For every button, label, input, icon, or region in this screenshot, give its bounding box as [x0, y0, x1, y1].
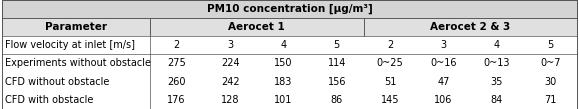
Bar: [203, 91, 256, 109]
Bar: [2, 54, 150, 72]
Bar: [470, 54, 523, 72]
Text: 106: 106: [434, 95, 453, 105]
Bar: [417, 72, 470, 91]
Bar: [256, 54, 310, 72]
Text: 4: 4: [494, 40, 500, 50]
Text: 114: 114: [328, 58, 346, 68]
Text: 0~25: 0~25: [377, 58, 404, 68]
Text: Aerocet 1: Aerocet 1: [228, 22, 285, 32]
Text: 150: 150: [274, 58, 293, 68]
Text: 71: 71: [544, 95, 556, 105]
Bar: [523, 54, 577, 72]
Text: 84: 84: [491, 95, 503, 105]
Text: Parameter: Parameter: [45, 22, 107, 32]
Bar: [364, 36, 417, 54]
Text: 2: 2: [174, 40, 180, 50]
Text: 47: 47: [437, 77, 450, 87]
Text: 145: 145: [381, 95, 400, 105]
Bar: [417, 91, 470, 109]
Text: 101: 101: [274, 95, 292, 105]
Text: 260: 260: [167, 77, 186, 87]
Text: 3: 3: [441, 40, 446, 50]
Text: Flow velocity at inlet [m/s]: Flow velocity at inlet [m/s]: [5, 40, 135, 50]
Bar: [2, 18, 150, 36]
Bar: [150, 54, 203, 72]
Text: Experiments without obstacle: Experiments without obstacle: [5, 58, 151, 68]
Text: 86: 86: [331, 95, 343, 105]
Text: 0~13: 0~13: [483, 58, 510, 68]
Bar: [470, 72, 523, 91]
Text: 3: 3: [227, 40, 233, 50]
Bar: [203, 54, 256, 72]
Bar: [256, 36, 310, 54]
Bar: [310, 72, 364, 91]
Text: 5: 5: [547, 40, 554, 50]
Text: 2: 2: [387, 40, 393, 50]
Text: 4: 4: [280, 40, 287, 50]
Bar: [364, 91, 417, 109]
Bar: [417, 36, 470, 54]
Bar: [523, 72, 577, 91]
Bar: [470, 91, 523, 109]
Text: 176: 176: [167, 95, 186, 105]
Text: 0~7: 0~7: [540, 58, 560, 68]
Bar: [310, 91, 364, 109]
Bar: [2, 72, 150, 91]
Bar: [256, 91, 310, 109]
Bar: [417, 54, 470, 72]
Bar: [2, 36, 150, 54]
Bar: [523, 91, 577, 109]
Text: 156: 156: [328, 77, 346, 87]
Bar: [150, 91, 203, 109]
Text: 183: 183: [274, 77, 292, 87]
Bar: [2, 0, 577, 18]
Bar: [150, 72, 203, 91]
Text: 128: 128: [221, 95, 239, 105]
Bar: [150, 36, 203, 54]
Text: 224: 224: [221, 58, 239, 68]
Bar: [523, 36, 577, 54]
Bar: [364, 18, 577, 36]
Bar: [470, 36, 523, 54]
Text: 51: 51: [384, 77, 397, 87]
Bar: [203, 72, 256, 91]
Bar: [364, 54, 417, 72]
Bar: [256, 72, 310, 91]
Text: 35: 35: [491, 77, 503, 87]
Bar: [310, 36, 364, 54]
Text: CFD without obstacle: CFD without obstacle: [5, 77, 109, 87]
Text: 5: 5: [334, 40, 340, 50]
Bar: [2, 91, 150, 109]
Bar: [150, 18, 364, 36]
Bar: [364, 72, 417, 91]
Text: Aerocet 2 & 3: Aerocet 2 & 3: [430, 22, 510, 32]
Text: CFD with obstacle: CFD with obstacle: [5, 95, 93, 105]
Bar: [310, 54, 364, 72]
Bar: [203, 36, 256, 54]
Text: 242: 242: [221, 77, 239, 87]
Text: 0~16: 0~16: [430, 58, 457, 68]
Text: PM10 concentration [μg/m³]: PM10 concentration [μg/m³]: [207, 4, 372, 14]
Text: 275: 275: [167, 58, 186, 68]
Text: 30: 30: [544, 77, 556, 87]
